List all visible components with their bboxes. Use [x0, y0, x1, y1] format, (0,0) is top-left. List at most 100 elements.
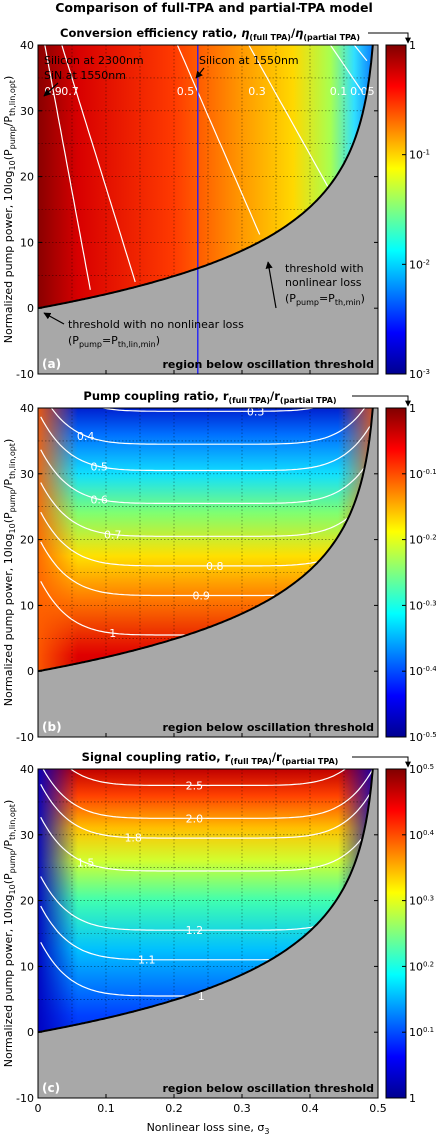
xtick-label: 0.5: [369, 1102, 387, 1115]
ylabel-sub: 10: [8, 884, 17, 894]
threshold-curve: [37, 44, 374, 310]
cb-base: 10: [409, 895, 423, 908]
ylabel-sub: 10: [8, 523, 17, 533]
cb-base: 10: [409, 258, 423, 271]
colorbar-tick-label: 100.3: [409, 895, 434, 908]
title-sub1: (full TPA): [249, 33, 291, 42]
axes-frame: [37, 768, 379, 1099]
colorbar-tick-label: 10-0.2: [409, 534, 436, 547]
contour-label: 0.6: [90, 493, 108, 506]
ylabel-rest: (P: [2, 873, 15, 884]
contour-line: [40, 416, 371, 472]
panel-2: Pump coupling ratio, r(full TPA)/r(parti…: [2, 389, 436, 744]
contour-line: [48, 408, 368, 445]
annotation-sin1550: SiN at 1550nm: [44, 69, 126, 82]
contour-label: 0.7: [61, 85, 79, 98]
contour-line: [44, 45, 91, 290]
xtick-label: 0.4: [301, 1102, 319, 1115]
cb-base: 10: [409, 468, 423, 481]
colorbar: [385, 768, 407, 1099]
contour-line: [248, 45, 329, 188]
region-label: region below oscillation threshold: [162, 721, 374, 734]
colorbar-tick-label: 10-0.3: [409, 599, 436, 612]
title-sub1: (full TPA): [229, 396, 271, 405]
contour-line: [40, 905, 270, 961]
contour-line: [40, 482, 348, 537]
annotation-si1550: Silicon at 1550nm: [199, 54, 299, 67]
ytick-label: 30: [20, 829, 34, 842]
contour-label: 0.5: [90, 460, 108, 473]
close: ): [361, 292, 365, 305]
contour-label: 0.7: [104, 528, 122, 541]
axes-frame: [37, 44, 379, 375]
xtick-label: 0.2: [165, 1102, 183, 1115]
cb-exp: -0.3: [423, 599, 436, 607]
panel-title: Pump coupling ratio, r(full TPA)/r(parti…: [83, 389, 336, 405]
ylabel-pump: pump: [8, 126, 17, 149]
panel-label: (b): [42, 720, 62, 734]
ytick-label: 0: [27, 302, 34, 315]
annotation-thr-nl-1: threshold with: [285, 262, 364, 275]
ylabel-p2: /P: [2, 116, 15, 127]
axes-frame: [37, 407, 379, 738]
contour-line: [82, 408, 334, 412]
colorbar-tick-label: 10-2: [409, 258, 430, 271]
contour-line: [329, 45, 364, 93]
eq: =P: [102, 334, 118, 347]
sub2: th,lin,min: [118, 340, 156, 349]
ylabel-pump: pump: [8, 489, 17, 512]
cb-exp: -2: [423, 258, 430, 266]
ytick-label: -10: [16, 1092, 34, 1105]
title-main: Conversion efficiency ratio,: [60, 26, 241, 40]
contour-label: 0.4: [77, 430, 95, 443]
contour-line: [62, 769, 354, 787]
ylabel-rest: (P: [2, 512, 15, 523]
ylabel-pump: pump: [8, 850, 17, 873]
cb-base: 10: [409, 829, 423, 842]
contour-line: [40, 942, 186, 997]
ylabel-sub: 10: [8, 160, 17, 170]
xtick-label: 0: [35, 1102, 42, 1115]
contour-label: 1: [109, 627, 116, 640]
cb-base: 10: [409, 763, 423, 776]
y-axis-label: Normalized pump power, 10log10(Ppump/Pth…: [2, 76, 17, 344]
colorbar-tick-label: 1: [409, 402, 416, 415]
figure-title: Comparison of full-TPA and partial-TPA m…: [55, 0, 373, 15]
title-arrow: [352, 395, 411, 407]
heat-edge-left: [38, 408, 78, 672]
y-axis-label: Normalized pump power, 10log10(Ppump/Pth…: [2, 439, 17, 707]
sub2: th,min: [335, 298, 361, 307]
ylabel-p2: /P: [2, 840, 15, 851]
cb-base: 10: [409, 1026, 423, 1039]
contour-label: 0.3: [248, 85, 266, 98]
panel-label: (c): [42, 1081, 60, 1095]
contour-line: [353, 45, 368, 62]
title-slash: /: [291, 26, 296, 40]
ytick-label: 0: [27, 1026, 34, 1039]
ylabel-th: th,lin,opt: [8, 804, 17, 840]
title-arrow: [368, 32, 411, 44]
contour-line: [40, 816, 362, 872]
annotation-thr-no-1: threshold with no nonlinear loss: [68, 318, 244, 331]
title-sub2: (partial TPA): [280, 396, 337, 405]
ylabel-main: Normalized pump power, 10log: [2, 533, 15, 706]
thr-no-arrow: [43, 312, 65, 325]
eq: =P: [319, 292, 335, 305]
ytick-label: -10: [16, 368, 34, 381]
contour-label: 1.8: [124, 832, 142, 845]
ytick-label: 10: [20, 960, 34, 973]
cb-exp: 0.2: [423, 960, 434, 968]
cb-exp: -0.2: [423, 534, 436, 542]
contour-label: 2.0: [186, 812, 204, 825]
cb-base: 10: [409, 368, 423, 381]
contour-line: [61, 45, 136, 283]
xlabel-main: Nonlinear loss sine, σ: [147, 1121, 265, 1134]
sub: pump: [296, 298, 319, 307]
x-axis-label: Nonlinear loss sine, σ3: [147, 1121, 270, 1136]
threshold-curve: [37, 407, 374, 673]
cb-exp: -1: [423, 149, 430, 157]
contour-label: 0.1: [330, 85, 348, 98]
ylabel-end: ): [2, 439, 15, 443]
contour-label: 1.2: [186, 924, 204, 937]
